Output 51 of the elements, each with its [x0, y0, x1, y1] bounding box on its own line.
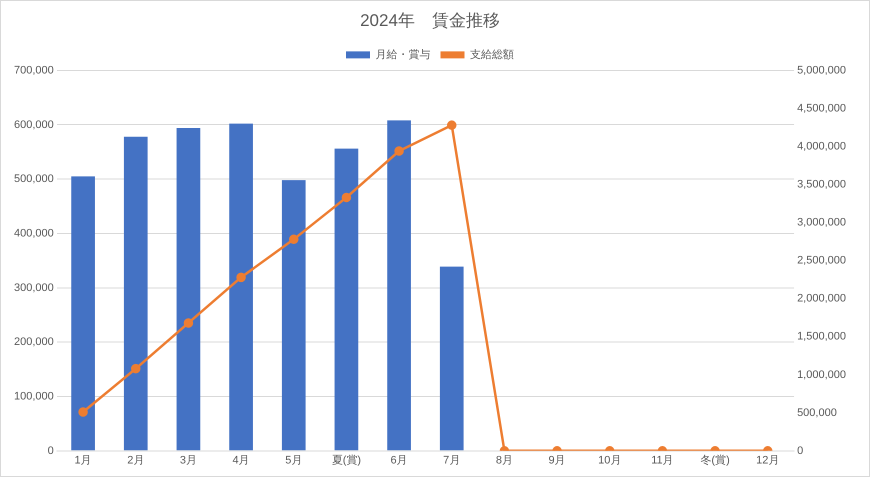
y-tick-label: 200,000: [14, 336, 54, 348]
point: [342, 192, 352, 202]
bar: [229, 124, 253, 450]
y2-tick-label: 0: [797, 444, 804, 457]
legend-label: 支給総額: [470, 48, 514, 61]
x-tick-label: 1月: [74, 454, 92, 466]
x-tick-label: 冬(賞): [700, 453, 730, 466]
y2-tick-label: 3,000,000: [797, 216, 846, 229]
y2-tick-label: 1,000,000: [797, 368, 846, 381]
bar: [440, 266, 464, 450]
bar: [124, 136, 148, 450]
y2-tick-label: 4,000,000: [797, 140, 846, 153]
y2-tick-label: 2,500,000: [797, 254, 846, 267]
x-tick-label: 11月: [651, 454, 674, 466]
point: [131, 364, 141, 374]
y-tick-label: 0: [48, 444, 54, 457]
bar: [176, 128, 200, 450]
bar: [387, 120, 411, 450]
point: [394, 146, 404, 156]
y2-tick-label: 2,000,000: [797, 292, 846, 305]
x-tick-label: 3月: [180, 454, 197, 466]
x-tick-label: 7月: [443, 454, 460, 466]
y-tick-label: 300,000: [14, 282, 54, 294]
x-tick-label: 夏(賞): [332, 453, 362, 466]
y-tick-label: 400,000: [14, 227, 54, 240]
x-tick-label: 9月: [548, 454, 566, 466]
x-tick-label: 4月: [232, 454, 250, 466]
point: [236, 272, 246, 282]
y2-tick-label: 3,500,000: [797, 178, 846, 191]
y2-tick-label: 4,500,000: [797, 102, 846, 114]
y-tick-label: 600,000: [14, 118, 54, 131]
y2-tick-label: 1,500,000: [797, 330, 846, 343]
point: [289, 234, 298, 244]
x-tick-label: 6月: [390, 454, 408, 466]
y-tick-label: 100,000: [14, 390, 54, 402]
y-tick-label: 500,000: [14, 173, 54, 186]
bar: [71, 176, 95, 450]
point: [184, 318, 194, 328]
x-tick-label: 10月: [598, 454, 622, 466]
x-tick-label: 12月: [756, 454, 780, 466]
bar: [334, 148, 358, 450]
y-tick-label: 700,000: [14, 64, 54, 76]
x-tick-label: 5月: [285, 454, 302, 466]
x-tick-label: 2月: [127, 454, 144, 466]
y2-tick-label: 500,000: [797, 406, 837, 419]
point: [446, 120, 456, 130]
chart-title: 2024年 賃金推移: [360, 10, 500, 30]
bar: [282, 180, 306, 450]
x-tick-label: 8月: [496, 454, 513, 466]
legend-label: 月給・賞与: [376, 48, 430, 61]
y2-tick-label: 5,000,000: [797, 64, 846, 76]
